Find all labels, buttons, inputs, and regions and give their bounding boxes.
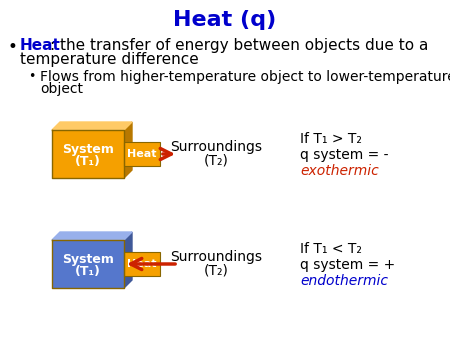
Text: Heat: Heat [127,259,157,269]
Text: (T₁): (T₁) [75,155,101,169]
Polygon shape [124,122,132,178]
Text: •: • [28,70,36,83]
Polygon shape [124,232,132,288]
Text: System: System [62,254,114,266]
Text: Heat: Heat [20,38,61,53]
Text: (T₁): (T₁) [75,266,101,279]
Text: Heat: Heat [127,149,157,159]
Text: Flows from higher-temperature object to lower-temperature: Flows from higher-temperature object to … [40,70,450,84]
Text: : the transfer of energy between objects due to a: : the transfer of energy between objects… [50,38,428,53]
Text: Heat (q): Heat (q) [173,10,277,30]
Bar [52,240,124,288]
Text: If T₁ < T₂: If T₁ < T₂ [300,242,362,256]
Text: object: object [40,82,83,96]
Text: q system = +: q system = + [300,258,395,272]
Text: Surroundings: Surroundings [170,140,262,154]
Text: Surroundings: Surroundings [170,250,262,264]
Text: exothermic: exothermic [300,164,379,178]
Text: temperature difference: temperature difference [20,52,199,67]
Text: (T₂): (T₂) [203,264,229,278]
Bar [52,130,124,178]
Text: endothermic: endothermic [300,274,388,288]
Text: If T₁ > T₂: If T₁ > T₂ [300,132,362,146]
Bar [124,252,160,276]
Text: (T₂): (T₂) [203,154,229,168]
Polygon shape [52,232,132,240]
Bar [124,142,160,166]
Polygon shape [52,122,132,130]
Text: System: System [62,144,114,156]
Text: q system = -: q system = - [300,148,388,162]
Text: •: • [8,38,18,56]
